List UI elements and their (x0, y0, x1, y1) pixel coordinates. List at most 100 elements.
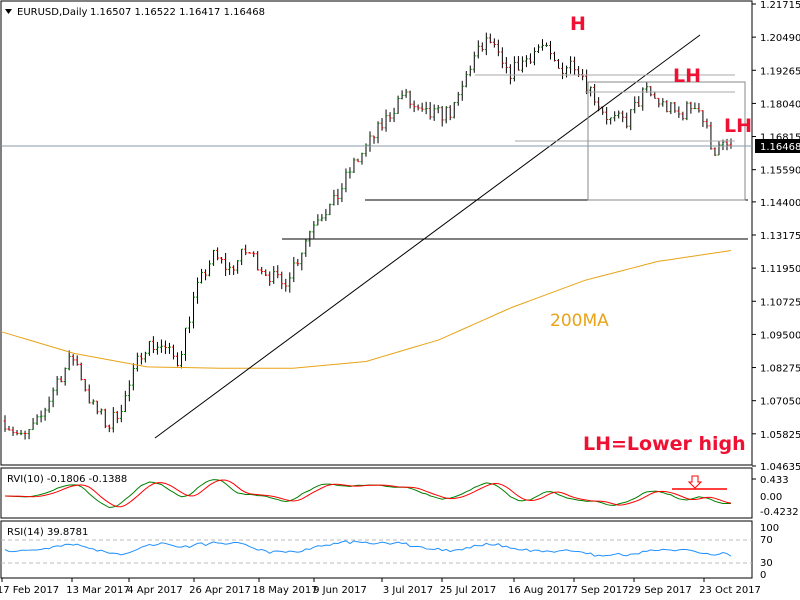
price-tick-label: 1.21715 (760, 0, 800, 11)
candle (200, 268, 204, 284)
candle (51, 387, 55, 408)
candle (573, 56, 577, 75)
candle (31, 417, 35, 430)
price-tick-label: 1.19265 (760, 66, 800, 77)
price-tick-label: 1.10725 (760, 297, 800, 308)
date-tick-label: 17 Feb 2017 (0, 585, 59, 596)
candle (336, 188, 340, 206)
candle (452, 101, 456, 119)
candle (208, 260, 212, 277)
rsi-axis-0: 0 (760, 570, 766, 581)
candle (713, 147, 717, 157)
candle (709, 121, 713, 150)
candle (236, 260, 240, 274)
current-price-value: 1.16468 (760, 142, 800, 153)
rsi-line (4, 540, 732, 557)
rsi-panel (0, 520, 753, 579)
candle (79, 362, 83, 381)
price-axis: 1.21715 1.20490 1.19265 1.18040 1.16815 1.155… (752, 0, 800, 473)
rvi-panel (0, 467, 753, 519)
candle (593, 83, 597, 106)
candle (316, 214, 320, 226)
rsi-axis-30: 30 (760, 558, 773, 569)
candle (300, 252, 304, 271)
candle (396, 95, 400, 114)
price-tick-label: 1.04635 (760, 462, 800, 473)
candle (344, 168, 348, 193)
candle (228, 262, 232, 275)
date-tick-label: 29 Sep 2017 (628, 585, 691, 596)
candle (500, 47, 504, 69)
candle (557, 59, 561, 69)
date-tick-label: 13 Mar 2017 (66, 585, 129, 596)
candle (368, 131, 372, 152)
candle (565, 65, 569, 78)
candle (609, 117, 613, 125)
candle (416, 104, 420, 111)
candle (220, 256, 224, 264)
candle (224, 252, 228, 277)
candle (147, 340, 151, 356)
candle (625, 112, 629, 129)
candle (665, 100, 669, 113)
lower-high-label-1: LH (673, 65, 701, 87)
candle (127, 380, 131, 402)
candle (216, 247, 220, 261)
candle (288, 272, 292, 293)
candle (384, 109, 388, 132)
candle (47, 396, 51, 413)
candle (532, 47, 536, 66)
price-tick-label: 1.14400 (760, 198, 800, 209)
candle (480, 42, 484, 52)
candle (388, 112, 392, 123)
candle (244, 244, 248, 256)
range-rectangle[interactable] (587, 81, 746, 201)
candle (103, 408, 107, 429)
candle (67, 350, 71, 371)
candle (685, 101, 689, 121)
date-tick-label: 18 May 2017 (252, 585, 317, 596)
candle (87, 384, 91, 404)
rvi-axis-top: 0.433 (760, 475, 789, 486)
candle (91, 399, 95, 405)
price-tick-label: 1.07050 (760, 397, 800, 408)
down-arrow-icon[interactable] (687, 475, 703, 489)
candle (204, 269, 208, 281)
candle (107, 424, 111, 433)
rsi-title: RSI(14) 39.8781 (7, 527, 88, 538)
candle (356, 158, 360, 163)
candle (380, 118, 384, 131)
candle (131, 363, 135, 391)
dropdown-triangle-icon[interactable] (5, 9, 12, 14)
candle (569, 56, 573, 74)
price-tick-label: 1.15590 (760, 166, 800, 177)
candle (143, 351, 147, 363)
candle (440, 106, 444, 127)
candle (717, 141, 721, 156)
candle (171, 344, 175, 360)
trendline[interactable] (154, 34, 701, 439)
candle (492, 38, 496, 48)
candle (460, 80, 464, 101)
candle (420, 102, 424, 112)
candle (340, 183, 344, 203)
price-tick-label: 1.08275 (760, 364, 800, 375)
candle (139, 352, 143, 365)
price-tick-label: 1.09500 (760, 330, 800, 341)
price-tick-label: 1.05825 (760, 430, 800, 441)
current-price-tag (755, 139, 800, 153)
candle (276, 265, 280, 279)
candle (496, 39, 500, 57)
candle (27, 428, 31, 440)
candle (99, 408, 103, 415)
candle (39, 410, 43, 423)
candle (19, 429, 23, 436)
candle (697, 103, 701, 113)
candle (179, 350, 183, 369)
candle (320, 214, 324, 222)
date-tick-label: 9 Jun 2017 (313, 585, 367, 596)
candle (436, 105, 440, 114)
candle (252, 251, 256, 258)
